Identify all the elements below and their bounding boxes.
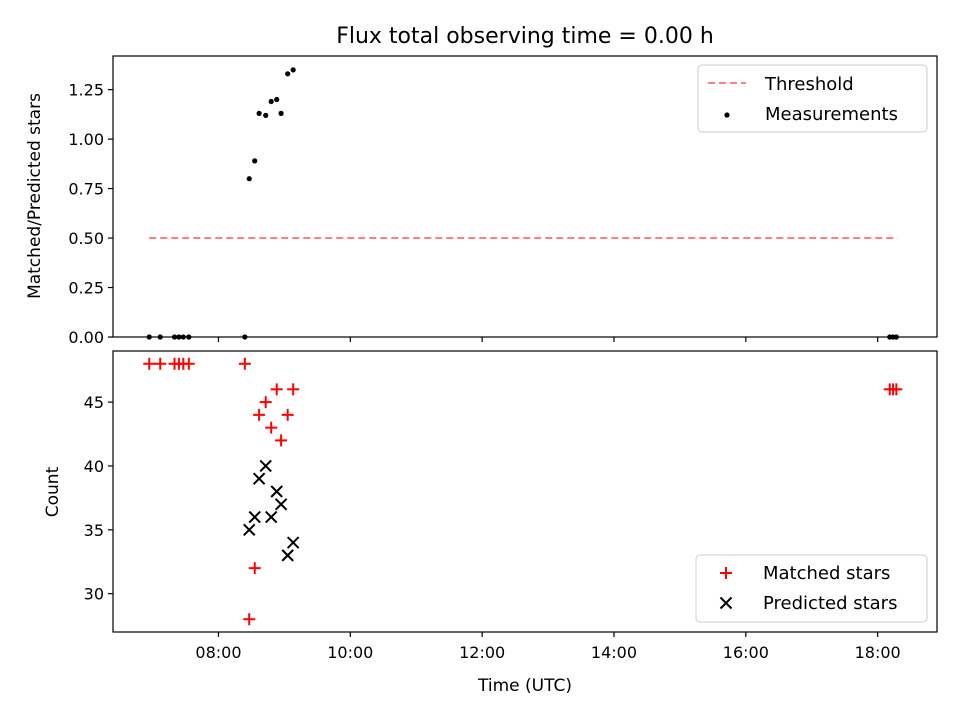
bottom-y-tick-label: 40 (84, 457, 104, 476)
bottom-x-tick-label: 12:00 (459, 643, 505, 662)
matched-star-point (281, 408, 294, 421)
bottom-y-tick-label: 45 (84, 393, 104, 412)
legend-predicted-x-b (719, 596, 733, 610)
matched-star-point (270, 383, 283, 396)
top-legend-box (697, 64, 928, 133)
legend-predicted-x (719, 596, 733, 610)
predicted-star-point (286, 536, 300, 549)
measurement-point (268, 98, 274, 105)
matched-star-point (143, 357, 156, 370)
measurement-point (274, 96, 280, 103)
top-plot-area: 0.00 0.25 0.50 0.75 1.00 1.25 (68, 67, 899, 347)
predicted-star-point-b (286, 536, 300, 549)
bottom-axes-frame (112, 350, 938, 633)
predicted-star-point (270, 485, 283, 498)
predicted-star-point (259, 459, 272, 473)
legend-matched-label: Matched stars (763, 563, 890, 584)
bottom-x-tick-label: 10:00 (327, 643, 373, 662)
predicted-star-point-b (270, 485, 283, 498)
predicted-star-point-b (259, 459, 272, 473)
predicted-star-point-b (243, 523, 256, 537)
measurement-point (285, 71, 291, 77)
legend-measurements-marker (724, 112, 730, 118)
bottom-plot-area: 30 35 40 45 08:00 10:00 12:00 14:00 16:00 18:00 (84, 357, 903, 662)
predicted-star-point (281, 549, 294, 562)
top-y-tick-label: 1.25 (68, 81, 104, 100)
matched-star-point (259, 396, 272, 409)
measurement-point (278, 110, 284, 116)
bottom-x-tick-label: 14:00 (591, 643, 637, 662)
predicted-star-point (265, 510, 278, 524)
bottom-axes: Count Time (UTC) 30 35 40 45 08:00 10:00 12:00… (43, 350, 938, 696)
top-y-tick-label: 0.50 (68, 229, 104, 248)
legend-measurements-label: Measurements (765, 104, 898, 125)
top-axes: Flux total observing time = 0.00 h Match… (25, 24, 938, 347)
predicted-star-point (252, 472, 266, 485)
x-axis-label: Time (UTC) (477, 676, 572, 696)
bottom-x-tick-label: 08:00 (195, 643, 241, 662)
predicted-star-point-b (281, 549, 294, 562)
top-y-tick-label: 0.25 (68, 279, 104, 298)
predicted-star-point (274, 498, 288, 511)
matched-star-point (238, 357, 251, 370)
measurement-point (252, 158, 258, 164)
bottom-x-tick-label: 18:00 (855, 643, 901, 662)
measurement-point (246, 176, 252, 182)
bottom-y-axis-label: Count (43, 466, 63, 517)
legend-matched-marker (720, 567, 732, 579)
top-axes-frame (112, 55, 938, 338)
chart-title: Flux total observing time = 0.00 h (336, 24, 714, 49)
bottom-legend: Matched stars Predicted stars (695, 554, 928, 623)
predicted-star-point-b (265, 510, 278, 524)
matched-star-point (265, 421, 278, 434)
matched-star-point (287, 383, 300, 396)
top-y-tick-label: 0.75 (68, 180, 104, 199)
bottom-x-tick-label: 16:00 (723, 643, 769, 662)
predicted-star-point (243, 523, 256, 537)
matched-star-point (243, 613, 256, 626)
top-y-axis-label: Matched/Predicted stars (25, 93, 45, 299)
matched-star-point (182, 357, 195, 370)
bottom-y-tick-label: 35 (84, 521, 104, 540)
top-y-tick-label: 1.00 (68, 130, 104, 149)
matched-star-point (275, 434, 288, 447)
matched-star-point (253, 408, 266, 421)
measurement-point (290, 67, 296, 73)
legend-predicted-marker (719, 596, 733, 610)
matched-star-point (248, 562, 261, 575)
legend-matched-plus (720, 567, 732, 579)
predicted-star-point-b (252, 472, 266, 485)
measurement-point (263, 112, 269, 118)
matched-star-point (890, 383, 903, 396)
predicted-star-point-b (248, 510, 261, 524)
matched-star-point (154, 357, 167, 370)
bottom-y-tick-label: 30 (84, 585, 104, 604)
bottom-legend-box (695, 554, 928, 623)
top-y-tick-label: 0.00 (68, 328, 104, 347)
measurement-point (256, 110, 262, 116)
legend-threshold-label: Threshold (764, 74, 854, 95)
predicted-star-point (248, 510, 261, 524)
legend-predicted-label: Predicted stars (763, 593, 897, 614)
top-legend: Threshold Measurements (697, 64, 928, 133)
predicted-star-point-b (274, 498, 288, 511)
